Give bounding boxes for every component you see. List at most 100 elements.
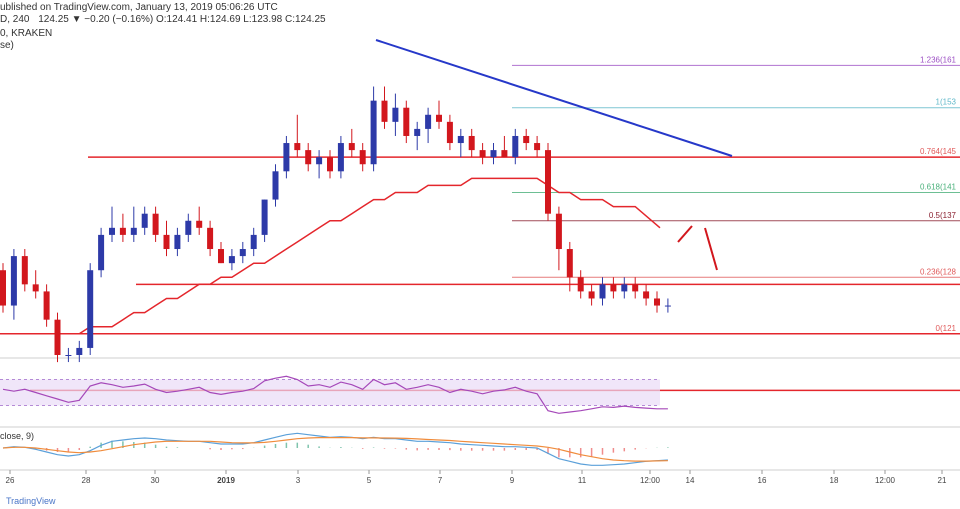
fib-level-label: 0.236(128 (920, 267, 957, 276)
candle-body (566, 249, 573, 278)
candle-body (479, 150, 486, 158)
candle-body (0, 270, 6, 306)
candle-body (621, 284, 628, 292)
candle-body (65, 355, 72, 356)
publish-line: ublished on TradingView.com, January 13,… (0, 2, 278, 13)
x-tick-label: 12:00 (875, 476, 896, 485)
candle-body (119, 227, 126, 235)
candle-body (141, 213, 148, 228)
x-tick-label: 5 (367, 476, 372, 485)
fib-level-label: 0.764(145 (920, 147, 957, 156)
exchange-line: 0, KRAKEN (0, 28, 53, 39)
candle-body (87, 270, 94, 348)
macd-label: close, 9) (0, 431, 35, 441)
candle-body (250, 234, 257, 250)
candle-body (436, 114, 442, 122)
candle-body (392, 107, 399, 122)
candle-body (185, 220, 192, 235)
candle-body (305, 150, 312, 165)
candle-body (490, 150, 497, 158)
candle-body (272, 171, 279, 200)
x-tick-label: 11 (578, 476, 587, 485)
projection-arrow (677, 225, 693, 243)
x-tick-label: 26 (6, 476, 15, 485)
x-tick-label: 21 (938, 476, 947, 485)
candle-body (632, 284, 639, 292)
price-line: D, 240 124.25 ▼ −0.20 (−0.16%) O:124.41 … (0, 14, 326, 25)
candle-body (109, 227, 115, 235)
x-tick-label: 2019 (217, 476, 235, 485)
change-label: 124.25 ▼ −0.20 (−0.16%) O:124.41 H:124.6… (38, 14, 326, 25)
candle-body (21, 256, 28, 285)
candle-body (130, 227, 137, 235)
projection-arrow (704, 227, 718, 271)
candle-body (599, 284, 606, 299)
candle-body (218, 249, 224, 264)
candle-body (468, 135, 475, 151)
x-tick-label: 18 (830, 476, 839, 485)
candle-body (654, 298, 660, 306)
indicator-line: se) (0, 40, 14, 51)
x-tick-label: 28 (82, 476, 91, 485)
candle-body (555, 213, 562, 250)
candle-body (54, 319, 61, 355)
candle-body (316, 157, 323, 165)
candle-body (174, 234, 181, 250)
fib-level-label: 1.236(161 (920, 55, 957, 64)
x-tick-label: 16 (758, 476, 767, 485)
x-tick-label: 14 (686, 476, 695, 485)
fib-level-label: 0.5(137 (929, 211, 957, 220)
candle-body (294, 143, 301, 151)
candle-body (523, 135, 530, 144)
candle-body (534, 143, 541, 151)
x-tick-label: 7 (438, 476, 443, 485)
candle-body (446, 121, 453, 144)
symbol-label: D, 240 (0, 14, 30, 25)
candle-body (501, 150, 508, 158)
candle-body (32, 284, 39, 292)
candle-body (512, 135, 519, 158)
x-tick-label: 9 (510, 476, 515, 485)
candle-body (403, 107, 410, 136)
candle-body (643, 291, 650, 299)
candle-body (545, 150, 551, 214)
ema-line (3, 177, 661, 335)
candle-body (10, 256, 17, 306)
signal-line (2, 437, 668, 462)
candle-body (152, 213, 159, 235)
candle-body (348, 143, 355, 151)
candle-body (457, 135, 464, 144)
candle-body (664, 305, 671, 307)
candle-body (337, 143, 344, 172)
descending-trendline (375, 39, 733, 157)
candle-body (425, 114, 432, 129)
candle-body (610, 284, 617, 292)
candle-body (98, 234, 105, 271)
fib-level-label: 1(153 (936, 98, 957, 107)
candle-body (239, 249, 246, 257)
fib-level-label: 0.618(141 (920, 183, 957, 192)
x-tick-label: 3 (296, 476, 301, 485)
candle-body (359, 150, 366, 165)
x-tick-label: 30 (151, 476, 160, 485)
candle-body (577, 277, 584, 292)
fib-level-label: 0(121 (936, 324, 957, 333)
candle-body (261, 199, 268, 235)
candle-body (414, 128, 421, 136)
candle-body (381, 100, 388, 122)
candle-body (43, 291, 50, 320)
candle-body (76, 347, 83, 355)
candle-body (228, 256, 235, 264)
candle-body (370, 100, 377, 165)
candle-body (588, 291, 595, 299)
candle-body (327, 157, 333, 172)
x-tick-label: 12:00 (640, 476, 661, 485)
candle-body (163, 234, 170, 250)
candle-body (207, 227, 214, 250)
rsi-line (2, 375, 668, 414)
tradingview-watermark: TradingView (6, 496, 56, 506)
candle-body (196, 220, 203, 228)
candle-body (283, 143, 290, 172)
